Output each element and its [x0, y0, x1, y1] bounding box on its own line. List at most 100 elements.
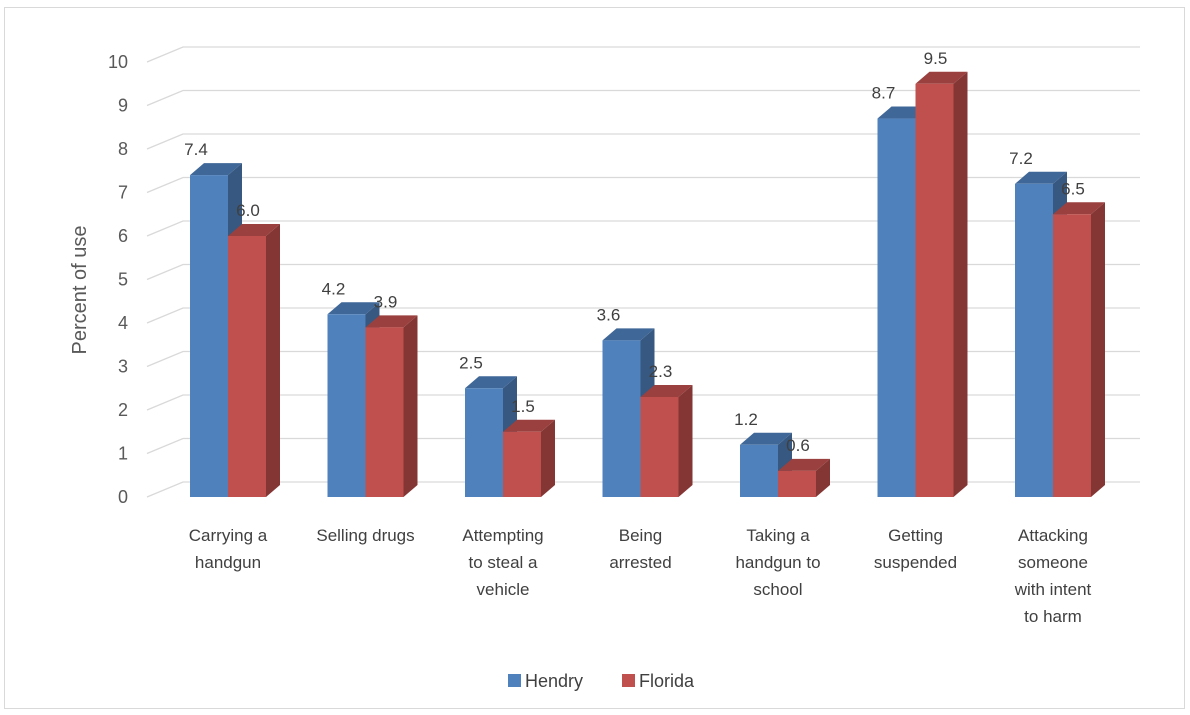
category-label: Taking a — [746, 526, 810, 545]
category-label: arrested — [609, 553, 671, 572]
category-label: vehicle — [477, 580, 530, 599]
bar-top — [190, 163, 242, 176]
data-label-florida: 2.3 — [649, 362, 673, 381]
bar-top — [640, 384, 693, 397]
y-tick-label: 3 — [118, 357, 128, 377]
category-label: Carrying a — [189, 526, 268, 545]
data-label-florida: 6.5 — [1061, 179, 1085, 198]
bar-front — [640, 396, 679, 497]
y-tick-label: 0 — [118, 487, 128, 507]
y-tick-label: 6 — [118, 226, 128, 246]
data-label-hendry: 7.4 — [184, 140, 208, 159]
bar-front — [465, 388, 503, 497]
category-label: handgun — [195, 553, 261, 572]
bar-top — [915, 71, 968, 84]
gridline — [146, 394, 1140, 411]
bar-front — [190, 175, 228, 497]
legend-label: Hendry — [525, 671, 583, 691]
y-tick-label: 9 — [118, 96, 128, 116]
bar-side — [541, 419, 555, 497]
bar-front — [915, 83, 954, 497]
data-label-florida: 0.6 — [786, 436, 810, 455]
gridline — [146, 307, 1140, 324]
bar-front — [503, 431, 541, 497]
y-tick-label: 4 — [118, 313, 128, 333]
bar-top — [740, 432, 792, 445]
data-label-florida: 3.9 — [374, 292, 398, 311]
y-axis-ticks: 0 1 2 3 4 5 6 7 8 9 10 — [108, 52, 128, 507]
data-label-hendry: 1.2 — [734, 410, 758, 429]
bar-top — [778, 458, 830, 471]
bar-florida — [915, 71, 968, 497]
data-label-florida: 6.0 — [236, 201, 260, 220]
gridline — [146, 220, 1140, 237]
data-label-hendry: 8.7 — [872, 84, 896, 103]
bar-top — [327, 302, 380, 315]
y-tick-label: 1 — [118, 444, 128, 464]
data-label-hendry: 2.5 — [459, 353, 483, 372]
bar-side — [1091, 202, 1105, 497]
bar-top — [365, 315, 418, 328]
y-tick-label: 2 — [118, 400, 128, 420]
bar-top — [503, 419, 555, 432]
bar-top — [1053, 202, 1105, 215]
bar-side — [403, 315, 418, 497]
y-tick-label: 8 — [118, 139, 128, 159]
legend-swatch — [508, 674, 521, 687]
bar-florida — [365, 315, 418, 497]
gridline — [146, 437, 1140, 455]
gridline — [146, 176, 1140, 194]
category-label: Selling drugs — [316, 526, 414, 545]
bar-florida — [1053, 202, 1105, 497]
data-labels: 7.4 6.0 4.2 3.9 2.5 1.5 3.6 2.3 1.2 0.6 8.7 9.5 7.2 6… — [184, 49, 1085, 455]
legend-item-hendry: Hendry — [508, 671, 583, 691]
bar-front — [1053, 214, 1091, 497]
bar-front — [327, 314, 366, 497]
category-label: Getting — [888, 526, 943, 545]
data-label-florida: 9.5 — [924, 49, 948, 68]
y-axis-label: Percent of use — [69, 226, 91, 355]
bar-front — [778, 470, 816, 497]
bar-florida — [640, 384, 693, 497]
category-label: Being — [619, 526, 662, 545]
bar-top — [228, 224, 280, 236]
bar-front — [1015, 183, 1053, 498]
bar-front — [228, 236, 266, 497]
bar-side — [678, 384, 693, 497]
y-tick-label: 5 — [118, 270, 128, 290]
bar-top — [465, 376, 517, 389]
data-label-hendry: 4.2 — [322, 279, 346, 298]
data-label-hendry: 3.6 — [597, 305, 621, 324]
gridline — [146, 263, 1140, 281]
category-label: with intent — [1014, 580, 1092, 599]
bar-florida — [778, 458, 830, 497]
data-label-florida: 1.5 — [511, 397, 535, 416]
y-tick-label: 7 — [118, 183, 128, 203]
bar-front — [365, 327, 404, 497]
gridline — [146, 46, 1140, 63]
category-label: to harm — [1024, 607, 1082, 626]
gridline — [146, 133, 1140, 150]
bar-front — [602, 340, 641, 497]
bar-florida — [228, 224, 280, 497]
bars — [190, 71, 1105, 498]
bar-side — [266, 224, 280, 497]
bar-top — [1015, 171, 1067, 184]
category-label: suspended — [874, 553, 957, 572]
category-label: Attacking — [1018, 526, 1088, 545]
gridline — [146, 350, 1140, 368]
legend-swatch — [622, 674, 635, 687]
category-label: school — [753, 580, 802, 599]
category-label: handgun to — [735, 553, 820, 572]
legend-label: Florida — [639, 671, 695, 691]
legend-item-florida: Florida — [622, 671, 695, 691]
legend: Hendry Florida — [508, 671, 695, 691]
bar-front — [877, 118, 916, 498]
bar-side — [953, 71, 968, 497]
data-label-hendry: 7.2 — [1009, 149, 1033, 168]
category-label: someone — [1018, 553, 1088, 572]
bar-front — [740, 444, 778, 497]
x-axis-categories: Carrying a handgun Selling drugs Attempting… — [189, 526, 1092, 626]
bar-side — [816, 458, 830, 497]
